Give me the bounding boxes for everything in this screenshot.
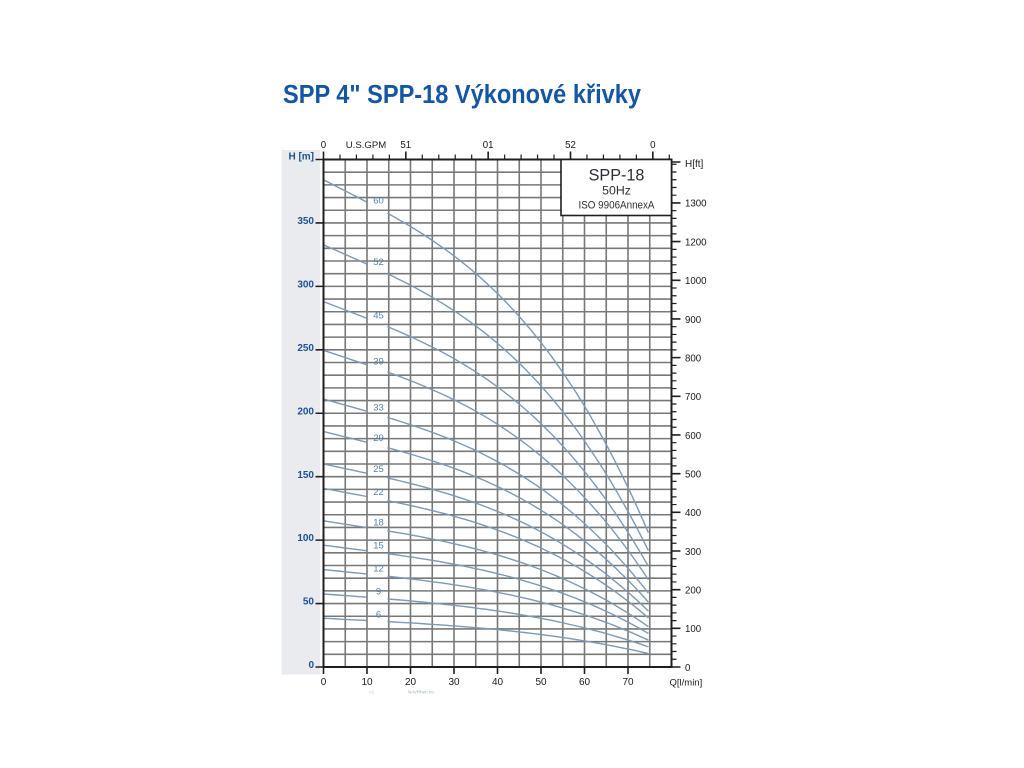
svg-text:300: 300 (685, 547, 702, 558)
svg-text:52: 52 (373, 257, 384, 268)
svg-text:25: 25 (373, 464, 384, 475)
svg-text:45: 45 (373, 310, 384, 321)
svg-text:H[ft]: H[ft] (685, 159, 704, 170)
svg-text:100: 100 (297, 533, 314, 544)
svg-text:ISO 9906AnnexA: ISO 9906AnnexA (579, 200, 656, 212)
svg-text:900: 900 (685, 315, 702, 326)
svg-text:150: 150 (297, 470, 314, 481)
svg-text:1000: 1000 (685, 276, 707, 287)
svg-text:18: 18 (373, 518, 384, 529)
svg-text:0: 0 (308, 660, 314, 671)
svg-text:U.S.GPM: U.S.GPM (346, 140, 387, 151)
svg-text:60: 60 (579, 677, 591, 688)
svg-text:10: 10 (361, 677, 373, 688)
svg-text:uS: uS (369, 690, 375, 695)
svg-text:1200: 1200 (685, 237, 707, 248)
svg-text:0: 0 (321, 677, 327, 688)
svg-text:60: 60 (373, 195, 384, 206)
svg-text:20: 20 (405, 677, 417, 688)
svg-text:700: 700 (685, 392, 702, 403)
svg-text:50: 50 (535, 677, 547, 688)
svg-text:Q[l/min]: Q[l/min] (670, 678, 703, 689)
svg-text:15: 15 (373, 541, 384, 552)
svg-text:12: 12 (373, 564, 384, 575)
svg-text:SPP 4" SPP-18 Výkonové křivky: SPP 4" SPP-18 Výkonové křivky (283, 81, 642, 109)
svg-text:40: 40 (492, 677, 504, 688)
svg-text:200: 200 (297, 406, 314, 417)
svg-text:33: 33 (373, 403, 384, 414)
svg-text:400: 400 (685, 508, 702, 519)
svg-text:9: 9 (376, 587, 381, 598)
svg-text:1300: 1300 (685, 199, 707, 210)
svg-text:250: 250 (297, 343, 314, 354)
svg-text:29: 29 (373, 433, 384, 444)
svg-text:350: 350 (297, 216, 314, 227)
svg-text:300: 300 (297, 279, 314, 290)
svg-text:39: 39 (373, 356, 384, 367)
svg-text:600: 600 (685, 431, 702, 442)
svg-text:800: 800 (685, 353, 702, 364)
svg-text:200: 200 (685, 585, 702, 596)
svg-text:100: 100 (685, 624, 702, 635)
svg-text:51: 51 (400, 140, 411, 151)
svg-text:6: 6 (376, 610, 381, 621)
svg-text:22: 22 (373, 487, 384, 498)
svg-text:500: 500 (685, 469, 702, 480)
svg-text:0: 0 (685, 663, 691, 674)
svg-text:70: 70 (622, 677, 634, 688)
svg-text:50: 50 (303, 597, 315, 608)
svg-text:01: 01 (483, 140, 494, 151)
svg-text:52: 52 (565, 140, 576, 151)
svg-text:SPP-18: SPP-18 (589, 167, 645, 185)
svg-text:H [m]: H [m] (288, 151, 314, 162)
svg-text:50Hz: 50Hz (602, 184, 631, 198)
svg-text:0: 0 (321, 140, 327, 151)
svg-text:30: 30 (448, 677, 460, 688)
svg-text:0: 0 (650, 140, 656, 151)
svg-text:NAVRhen no: NAVRhen no (408, 690, 434, 695)
